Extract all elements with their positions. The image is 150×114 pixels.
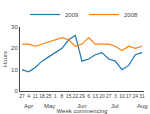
svg-text:10: 10 — [11, 67, 18, 73]
svg-text:8: 8 — [61, 93, 64, 99]
svg-text:17: 17 — [126, 93, 132, 99]
svg-text:Apr: Apr — [24, 103, 33, 109]
svg-text:11: 11 — [33, 93, 38, 99]
svg-text:Jul: Jul — [111, 103, 119, 109]
svg-text:20: 20 — [11, 45, 18, 51]
svg-text:3: 3 — [114, 93, 117, 99]
svg-text:May: May — [44, 103, 55, 109]
svg-text:2009: 2009 — [65, 12, 79, 18]
svg-text:4: 4 — [27, 93, 30, 99]
svg-text:0: 0 — [14, 88, 18, 94]
svg-text:15: 15 — [66, 93, 72, 99]
svg-text:2008: 2008 — [124, 12, 138, 18]
svg-text:31: 31 — [139, 93, 145, 99]
svg-text:Week commencing: Week commencing — [57, 108, 108, 114]
svg-text:25: 25 — [46, 93, 52, 99]
svg-text:27: 27 — [106, 93, 112, 99]
svg-text:Hours: Hours — [2, 51, 8, 67]
svg-text:30: 30 — [11, 24, 18, 30]
svg-text:29: 29 — [79, 93, 85, 99]
svg-text:1: 1 — [54, 93, 57, 99]
svg-text:13: 13 — [93, 93, 99, 99]
svg-text:18: 18 — [39, 93, 45, 99]
svg-text:27: 27 — [19, 93, 25, 99]
svg-text:20: 20 — [99, 93, 105, 99]
svg-text:Aug: Aug — [137, 103, 148, 109]
svg-text:22: 22 — [73, 93, 79, 99]
svg-text:Jun: Jun — [77, 103, 87, 109]
svg-text:10: 10 — [119, 93, 125, 99]
svg-text:24: 24 — [133, 93, 139, 99]
svg-text:6: 6 — [87, 93, 90, 99]
